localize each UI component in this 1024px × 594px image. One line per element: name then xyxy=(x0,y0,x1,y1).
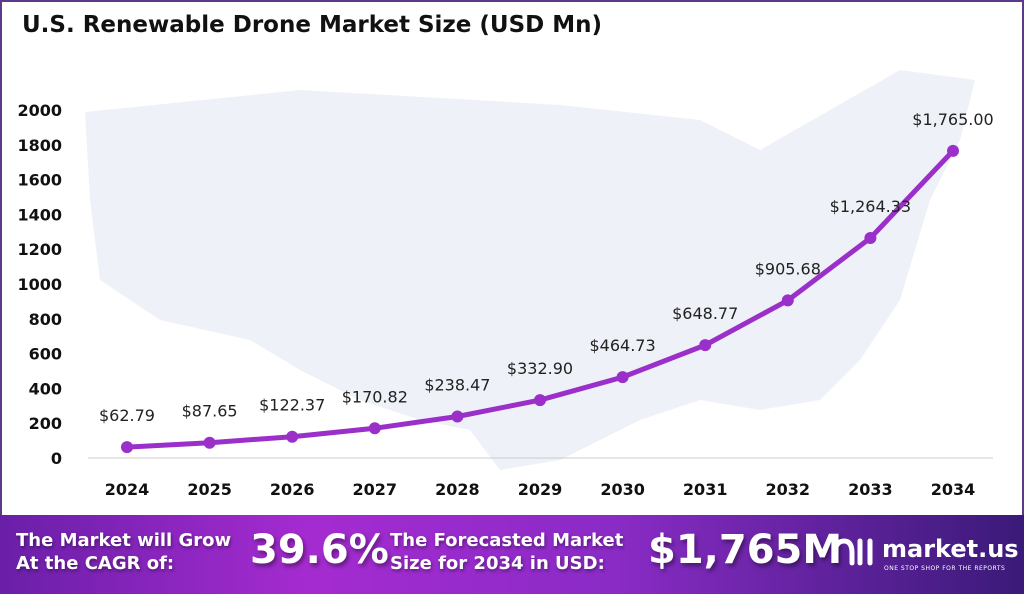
data-point xyxy=(451,410,464,423)
data-point xyxy=(616,371,629,384)
x-tick-label: 2024 xyxy=(105,480,150,499)
x-tick-label: 2034 xyxy=(931,480,976,499)
cagr-label-line1: The Market will Grow xyxy=(16,530,232,551)
y-tick-label: 1000 xyxy=(17,275,62,294)
data-label: $1,264.33 xyxy=(830,197,911,216)
y-tick-label: 1400 xyxy=(17,205,62,224)
data-point xyxy=(286,430,299,443)
line-chart: 0 200 400 600 800 1000 1200 1400 1600 1800 2000 202… xyxy=(17,70,994,499)
data-point xyxy=(699,339,712,352)
y-tick-label: 600 xyxy=(29,345,62,364)
x-tick-label: 2033 xyxy=(848,480,893,499)
forecast-label-line2: Size for 2034 in USD: xyxy=(390,553,605,574)
chart-title: U.S. Renewable Drone Market Size (USD Mn… xyxy=(22,12,603,38)
market-us-logo: market.us ONE STOP SHOP FOR THE REPORTS xyxy=(830,533,1019,573)
forecast-value: $1,765M xyxy=(648,527,843,573)
y-tick-label: 0 xyxy=(51,449,62,468)
x-tick-label: 2029 xyxy=(518,480,563,499)
x-tick-label: 2026 xyxy=(270,480,315,499)
y-tick-label: 1800 xyxy=(17,136,62,155)
data-point xyxy=(368,422,381,435)
x-tick-label: 2030 xyxy=(600,480,645,499)
y-tick-label: 1200 xyxy=(17,240,62,259)
data-label: $464.73 xyxy=(590,336,656,355)
logo-name: market.us xyxy=(882,535,1019,563)
y-tick-label: 2000 xyxy=(17,101,62,120)
data-label: $122.37 xyxy=(259,396,325,415)
data-point xyxy=(947,144,959,157)
data-point xyxy=(781,294,794,307)
data-label: $648.77 xyxy=(672,304,738,323)
data-point xyxy=(864,232,877,245)
data-label: $238.47 xyxy=(424,376,490,395)
data-label: $62.79 xyxy=(99,406,155,425)
y-tick-label: 1600 xyxy=(17,171,62,190)
cagr-label-line2: At the CAGR of: xyxy=(16,553,175,574)
x-tick-label: 2032 xyxy=(766,480,811,499)
y-tick-label: 200 xyxy=(29,414,62,433)
logo-tagline: ONE STOP SHOP FOR THE REPORTS xyxy=(884,565,1006,572)
data-label: $170.82 xyxy=(342,387,408,406)
data-label: $1,765.00 xyxy=(912,110,993,129)
cagr-value: 39.6% xyxy=(250,527,389,573)
data-label: $332.90 xyxy=(507,359,573,378)
forecast-label-line1: The Forecasted Market xyxy=(390,530,624,551)
logo-icon xyxy=(831,538,873,566)
y-tick-label: 800 xyxy=(29,310,62,329)
y-tick-label: 400 xyxy=(29,379,62,398)
us-map-background xyxy=(85,70,975,470)
data-label: $87.65 xyxy=(182,402,238,421)
x-tick-label: 2027 xyxy=(353,480,398,499)
data-label: $905.68 xyxy=(755,259,821,278)
x-tick-label: 2025 xyxy=(187,480,232,499)
data-point xyxy=(534,394,546,407)
x-tick-label: 2028 xyxy=(435,480,480,499)
x-tick-label: 2031 xyxy=(683,480,728,499)
data-point xyxy=(121,441,133,454)
summary-banner: The Market will Grow At the CAGR of: 39.… xyxy=(0,515,1024,594)
data-point xyxy=(203,436,216,449)
